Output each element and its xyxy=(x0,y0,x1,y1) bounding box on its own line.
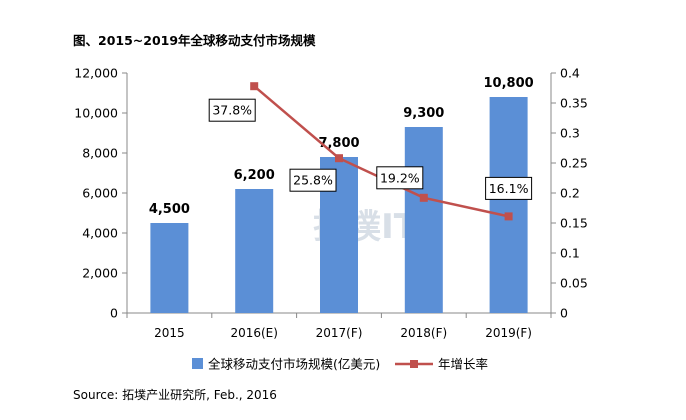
y-right-tick-label: 0.4 xyxy=(560,66,580,81)
growth-point xyxy=(419,193,428,202)
growth-label-box xyxy=(376,166,424,190)
legend-label-line: 年增长率 xyxy=(438,357,488,372)
growth-label-box xyxy=(485,176,533,200)
bar xyxy=(404,127,443,313)
x-tick-label: 2019(F) xyxy=(485,326,532,340)
y-left-tick-label: 8,000 xyxy=(82,146,118,161)
growth-data-label: 25.8% xyxy=(293,173,333,188)
legend-label-bar: 全球移动支付市场规模(亿美元) xyxy=(208,357,380,372)
y-right-tick-label: 0 xyxy=(560,306,568,321)
y-right-tick-label: 0.25 xyxy=(560,156,588,171)
growth-data-label: 37.8% xyxy=(212,103,252,118)
x-tick-label: 2016(E) xyxy=(230,326,277,340)
bar-data-label: 9,300 xyxy=(403,106,444,121)
bar xyxy=(235,189,274,313)
y-left-tick-label: 2,000 xyxy=(82,266,118,281)
x-tick-label: 2017(F) xyxy=(316,326,363,340)
y-left-tick-label: 12,000 xyxy=(74,66,118,81)
bar xyxy=(489,97,528,313)
x-tick-label: 2018(F) xyxy=(400,326,447,340)
bar-data-label: 4,500 xyxy=(149,202,190,217)
x-tick-label: 2015 xyxy=(154,326,185,340)
y-left-tick-label: 6,000 xyxy=(82,186,118,201)
legend-swatch-bar xyxy=(192,358,203,369)
y-left-tick-label: 0 xyxy=(110,306,118,321)
y-right-tick-label: 0.05 xyxy=(560,276,588,291)
source-note: Source: 拓墣产业研究所, Feb., 2016 xyxy=(73,388,277,402)
bar-data-label: 7,800 xyxy=(318,136,359,151)
y-right-tick-label: 0.15 xyxy=(560,216,588,231)
y-right-tick-label: 0.35 xyxy=(560,96,588,111)
growth-label-box xyxy=(289,168,337,192)
growth-data-label: 19.2% xyxy=(380,170,420,185)
y-right-tick-label: 0.1 xyxy=(560,246,580,261)
legend-swatch-marker xyxy=(410,360,418,368)
y-left-tick-label: 10,000 xyxy=(74,106,118,121)
growth-line xyxy=(253,85,509,218)
y-right-tick-label: 0.2 xyxy=(560,186,580,201)
bar-data-label: 10,800 xyxy=(484,76,534,91)
bar-data-label: 6,200 xyxy=(234,168,275,183)
growth-label-box xyxy=(208,98,256,122)
y-right-tick-label: 0.3 xyxy=(560,126,580,141)
chart-title: 图、2015~2019年全球移动支付市场规模 xyxy=(73,33,316,48)
growth-point xyxy=(335,154,343,163)
bar xyxy=(150,223,189,313)
y-left-tick-label: 4,000 xyxy=(82,226,118,241)
growth-point xyxy=(250,82,259,91)
growth-data-label: 16.1% xyxy=(489,181,529,196)
growth-point xyxy=(504,212,513,221)
